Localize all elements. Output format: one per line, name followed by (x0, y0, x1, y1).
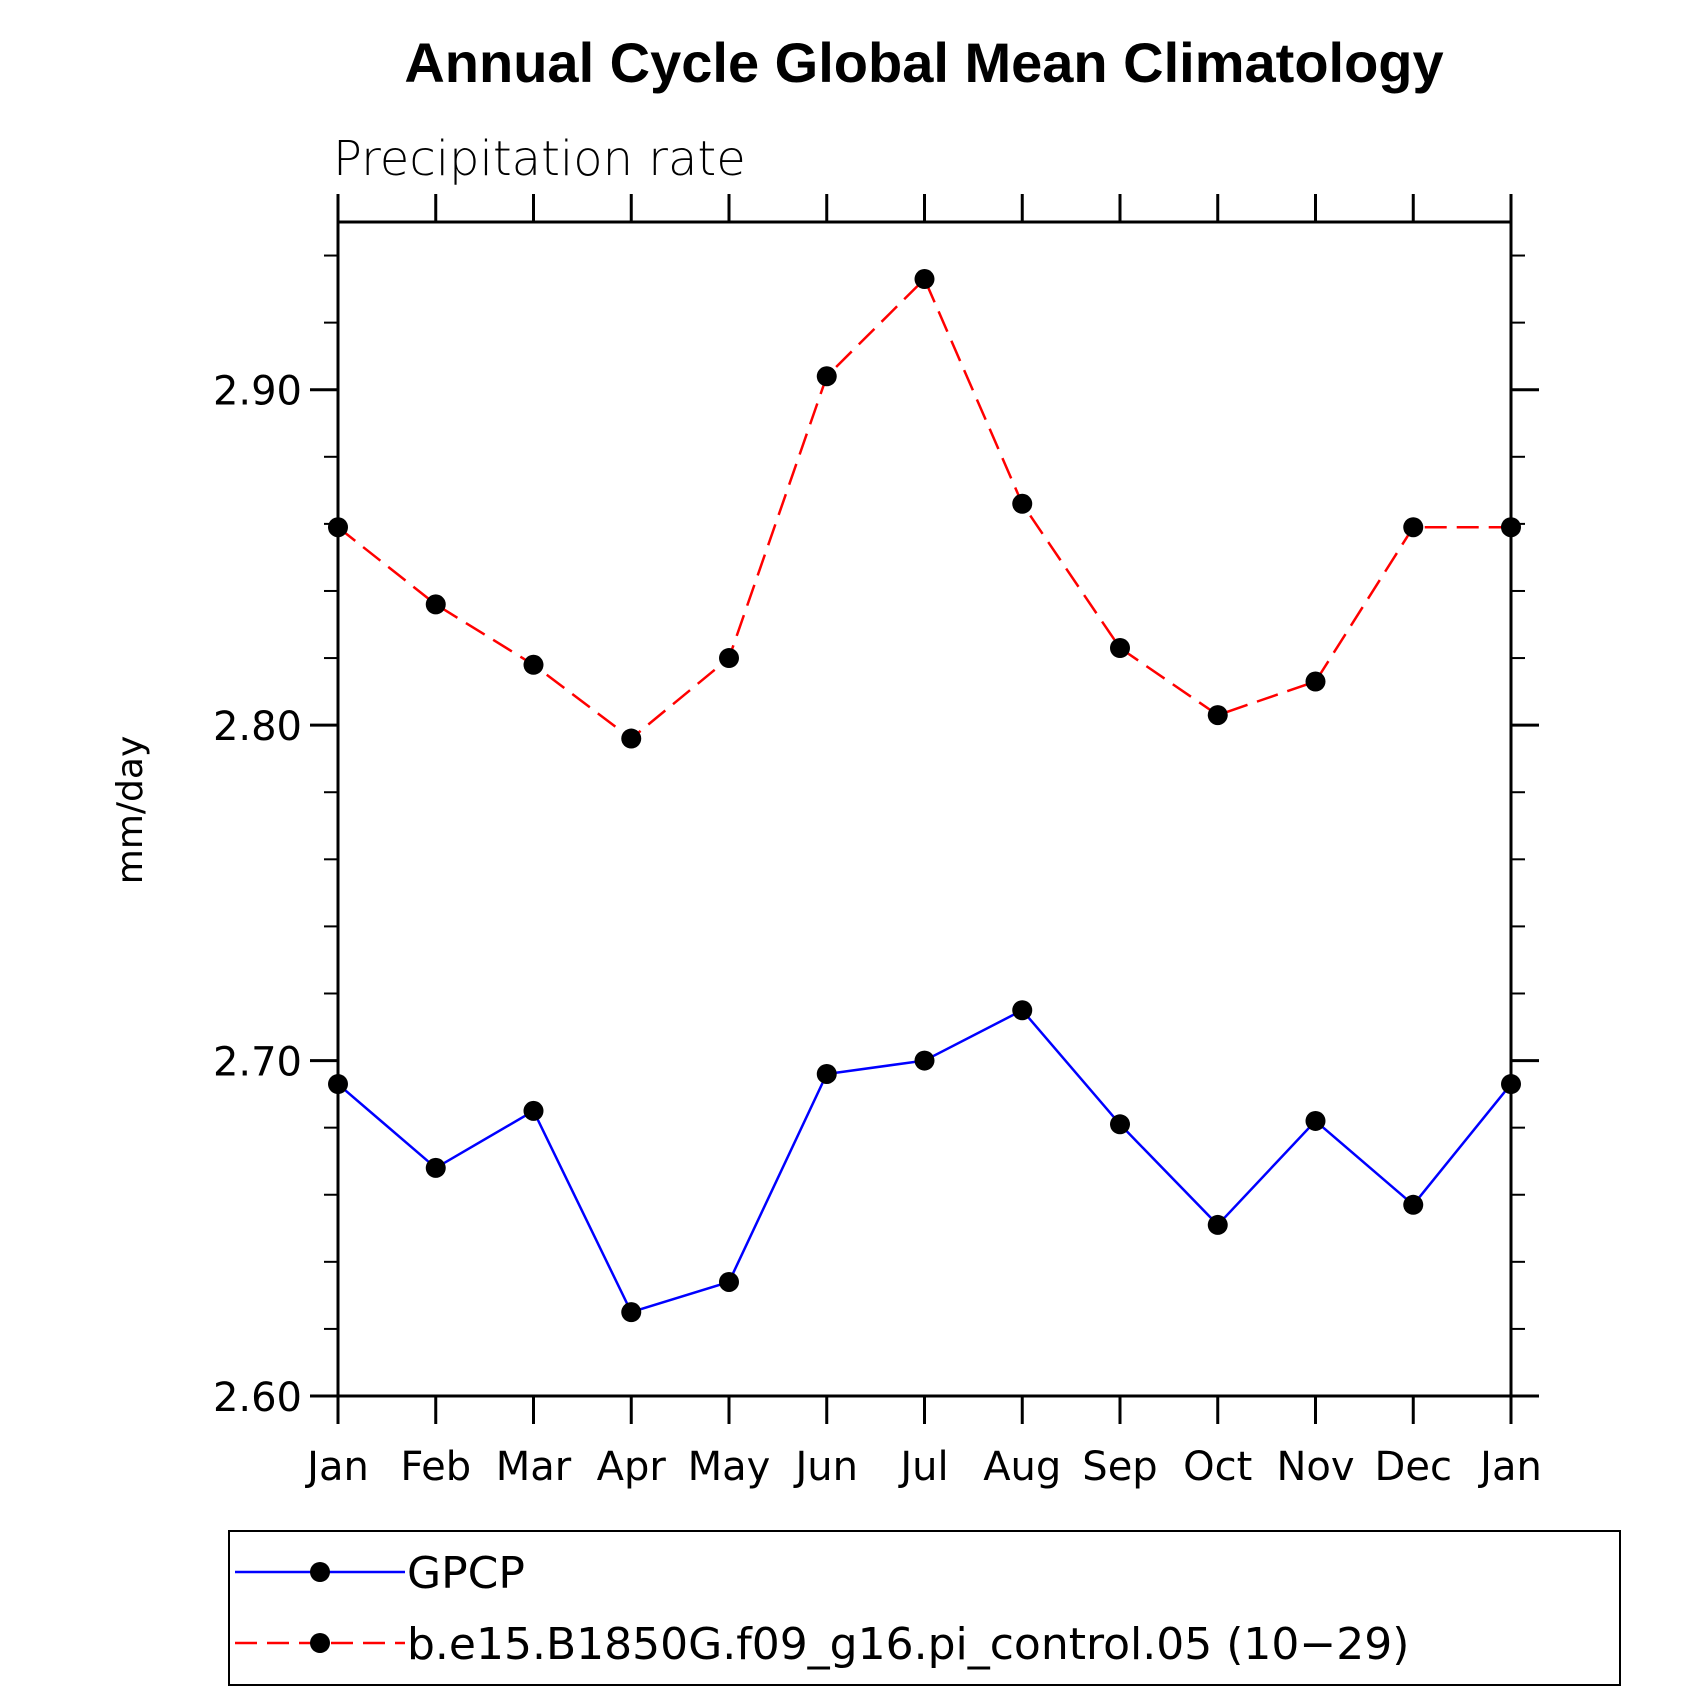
data-point-1 (425, 594, 446, 615)
data-point-0 (1501, 1074, 1521, 1095)
data-point-0 (1305, 1110, 1326, 1131)
x-tick-label: May (688, 1444, 771, 1490)
data-point-1 (1012, 493, 1033, 514)
data-point-0 (621, 1302, 642, 1323)
series-layer (328, 269, 1521, 1323)
x-tick-label: Feb (400, 1444, 471, 1490)
x-tick-label: Nov (1276, 1444, 1354, 1490)
legend-label-gpcp: GPCP (407, 1548, 525, 1599)
y-tick-label: 2.80 (213, 704, 302, 750)
data-point-1 (523, 654, 544, 675)
data-point-1 (914, 269, 935, 290)
legend-box (228, 1530, 1621, 1686)
legend: GPCP b.e15.B1850G.f09_g16.pi_control.05 … (228, 1530, 1621, 1686)
legend-marker-gpcp (310, 1562, 330, 1582)
x-tick-label: Jul (897, 1444, 948, 1490)
series-line-1 (337, 276, 1511, 741)
x-tick-label: Apr (597, 1444, 667, 1490)
y-tick-label: 2.90 (213, 369, 302, 415)
data-point-0 (1403, 1194, 1424, 1215)
chart-title: Annual Cycle Global Mean Climatology (404, 31, 1443, 94)
data-point-1 (1207, 705, 1228, 726)
data-point-0 (719, 1271, 739, 1292)
x-tick-label: Oct (1183, 1444, 1252, 1490)
data-point-1 (1501, 517, 1521, 538)
data-point-1 (816, 366, 837, 387)
axis-ticks (310, 194, 1539, 1424)
data-point-1 (328, 517, 348, 538)
x-tick-label: Aug (983, 1444, 1061, 1490)
data-point-1 (1305, 671, 1326, 692)
data-point-1 (621, 728, 642, 749)
x-tick-label: Dec (1375, 1444, 1452, 1490)
x-tick-label: Mar (496, 1444, 572, 1490)
data-point-1 (1110, 637, 1130, 658)
y-axis-label: mm/day (110, 736, 151, 884)
data-point-1 (719, 648, 739, 669)
y-tick-label: 2.70 (213, 1040, 302, 1086)
data-point-0 (1207, 1214, 1228, 1235)
legend-label-model: b.e15.B1850G.f09_g16.pi_control.05 (10−2… (407, 1619, 1409, 1670)
x-tick-label: Jun (793, 1444, 859, 1490)
data-point-0 (523, 1100, 544, 1121)
data-point-0 (328, 1074, 348, 1095)
legend-marker-model (310, 1633, 330, 1653)
data-point-0 (816, 1063, 837, 1084)
chart-subtitle: Precipitation rate (333, 131, 746, 187)
tick-labels: Jan Feb Mar Apr May Jun Jul Aug Sep Oct Nov Dec Jan2… (213, 369, 1542, 1490)
plot-frame (336, 220, 1513, 1398)
y-tick-label: 2.60 (213, 1375, 302, 1421)
data-point-0 (1110, 1114, 1130, 1135)
x-tick-label: Sep (1082, 1444, 1157, 1490)
data-point-0 (914, 1050, 935, 1071)
data-point-1 (1403, 517, 1424, 538)
x-tick-label: Jan (1477, 1444, 1542, 1490)
data-point-0 (425, 1157, 446, 1178)
x-tick-label: Jan (304, 1444, 369, 1490)
data-point-0 (1012, 1000, 1033, 1021)
